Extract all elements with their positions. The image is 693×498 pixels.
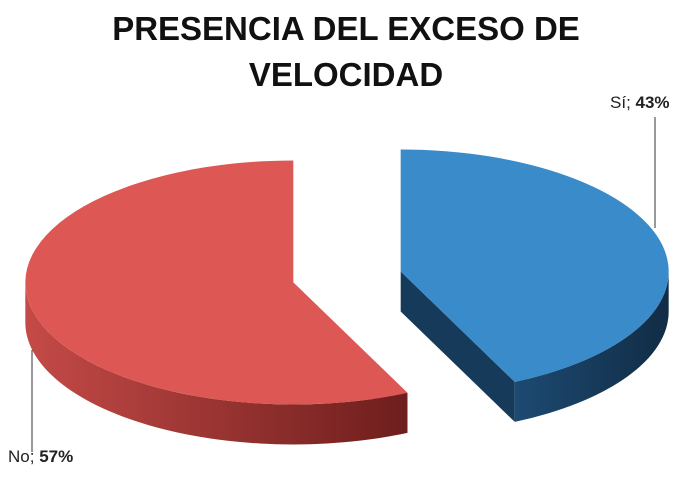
slice-side bbox=[25, 282, 408, 445]
data-label: No; 57% bbox=[8, 447, 73, 466]
category-label: Sí bbox=[610, 93, 626, 112]
slice-side bbox=[514, 271, 669, 422]
chart-title: PRESENCIA DEL EXCESO DE VELOCIDAD bbox=[112, 10, 580, 93]
slice bbox=[400, 149, 669, 422]
label-separator: ; bbox=[626, 93, 635, 112]
value-label: 57% bbox=[39, 447, 73, 466]
label-separator: ; bbox=[30, 447, 39, 466]
slice bbox=[25, 160, 408, 445]
slice bbox=[25, 160, 408, 405]
category-label: No bbox=[8, 447, 30, 466]
data-label: Sí; 43% bbox=[610, 93, 670, 112]
slice-cut-face bbox=[400, 271, 515, 422]
value-label: 43% bbox=[636, 93, 670, 112]
slice bbox=[400, 149, 669, 382]
